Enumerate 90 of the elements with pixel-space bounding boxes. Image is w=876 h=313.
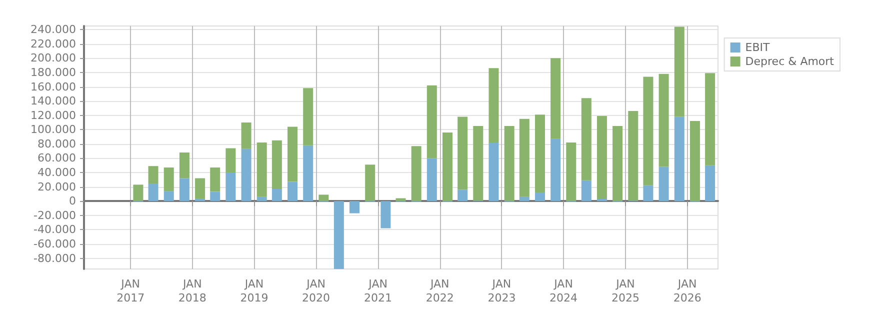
bar bbox=[396, 198, 406, 202]
x-tick-label: JAN 2017 bbox=[116, 278, 145, 304]
y-tick-label: 160.000 bbox=[30, 80, 76, 94]
bar bbox=[380, 201, 391, 228]
x-tick-label: JAN 2018 bbox=[178, 278, 206, 304]
bar bbox=[303, 145, 314, 202]
bar bbox=[241, 122, 252, 149]
y-tick-label: 120.000 bbox=[30, 108, 76, 122]
bar bbox=[519, 196, 530, 202]
x-tick-label: JAN 2020 bbox=[302, 278, 330, 304]
bar bbox=[226, 148, 236, 173]
bar bbox=[690, 121, 700, 202]
bar bbox=[488, 68, 499, 142]
y-tick-label: 240.000 bbox=[30, 23, 76, 36]
bar bbox=[643, 76, 654, 186]
y-tick-label: 0 bbox=[69, 194, 76, 208]
bar bbox=[504, 126, 514, 202]
x-tick-label: JAN 2024 bbox=[550, 278, 578, 304]
bar bbox=[534, 192, 545, 202]
bar bbox=[705, 165, 716, 202]
bar bbox=[195, 198, 206, 202]
bar bbox=[226, 172, 236, 202]
bar bbox=[148, 184, 158, 202]
bar bbox=[705, 73, 716, 166]
bar bbox=[674, 116, 684, 202]
x-tick-label: JAN 2022 bbox=[426, 278, 454, 304]
bar bbox=[674, 26, 684, 117]
bar bbox=[581, 180, 592, 202]
x-tick-label: JAN 2021 bbox=[364, 278, 392, 304]
bar bbox=[210, 192, 220, 202]
bar bbox=[133, 184, 144, 202]
bar bbox=[612, 126, 623, 202]
bar bbox=[179, 178, 190, 202]
y-tick-label: -20.000 bbox=[34, 208, 76, 222]
y-tick-label: 200.000 bbox=[30, 52, 76, 65]
bar bbox=[365, 164, 376, 202]
x-tick-label: JAN 2026 bbox=[673, 278, 702, 304]
bar bbox=[458, 116, 468, 190]
bar bbox=[210, 168, 220, 192]
bar bbox=[643, 185, 654, 202]
y-tick-label: -80.000 bbox=[34, 252, 76, 265]
bar bbox=[488, 142, 499, 202]
bar bbox=[288, 182, 298, 202]
x-tick-label: JAN 2023 bbox=[488, 278, 516, 304]
bar bbox=[256, 196, 267, 202]
bar bbox=[256, 142, 267, 197]
bar bbox=[534, 114, 545, 193]
bar bbox=[658, 74, 669, 167]
y-tick-label: 60.000 bbox=[38, 152, 76, 165]
bar bbox=[426, 85, 437, 158]
bar bbox=[350, 201, 360, 214]
bar bbox=[596, 198, 607, 202]
bar bbox=[458, 190, 468, 202]
y-tick-label: -60.000 bbox=[34, 237, 76, 250]
bar bbox=[195, 178, 206, 199]
bar bbox=[473, 126, 484, 200]
bar bbox=[550, 58, 561, 139]
bar bbox=[288, 126, 298, 182]
bar bbox=[272, 188, 282, 202]
bar bbox=[426, 158, 437, 202]
bar bbox=[658, 166, 669, 202]
bar bbox=[442, 132, 452, 202]
bar bbox=[241, 148, 252, 202]
y-tick-label: 140.000 bbox=[30, 94, 76, 108]
bar bbox=[550, 138, 561, 202]
legend-label: EBIT bbox=[745, 41, 770, 54]
legend-label: Deprec & Amort bbox=[745, 55, 835, 68]
y-tick-label: 40.000 bbox=[38, 166, 76, 180]
bar bbox=[566, 142, 576, 202]
x-tick-label: JAN 2025 bbox=[612, 278, 640, 304]
y-tick-label: 100.000 bbox=[30, 123, 76, 136]
bar bbox=[334, 201, 344, 269]
bar bbox=[164, 191, 174, 202]
bar bbox=[628, 111, 638, 200]
y-tick-label: 80.000 bbox=[38, 137, 76, 150]
y-tick-label: 180.000 bbox=[30, 66, 76, 79]
bar bbox=[596, 116, 607, 199]
bar bbox=[519, 118, 530, 197]
bar bbox=[164, 168, 174, 192]
bar bbox=[318, 194, 329, 202]
x-tick-label: JAN 2019 bbox=[240, 278, 268, 304]
y-tick-label: -40.000 bbox=[34, 223, 76, 236]
bar bbox=[148, 166, 158, 184]
bar bbox=[179, 152, 190, 178]
bar bbox=[581, 98, 592, 180]
bar bbox=[411, 146, 422, 202]
bar bbox=[303, 88, 314, 146]
bar bbox=[272, 140, 282, 189]
y-tick-label: 20.000 bbox=[38, 180, 76, 194]
y-tick-label: 220.000 bbox=[30, 37, 76, 50]
